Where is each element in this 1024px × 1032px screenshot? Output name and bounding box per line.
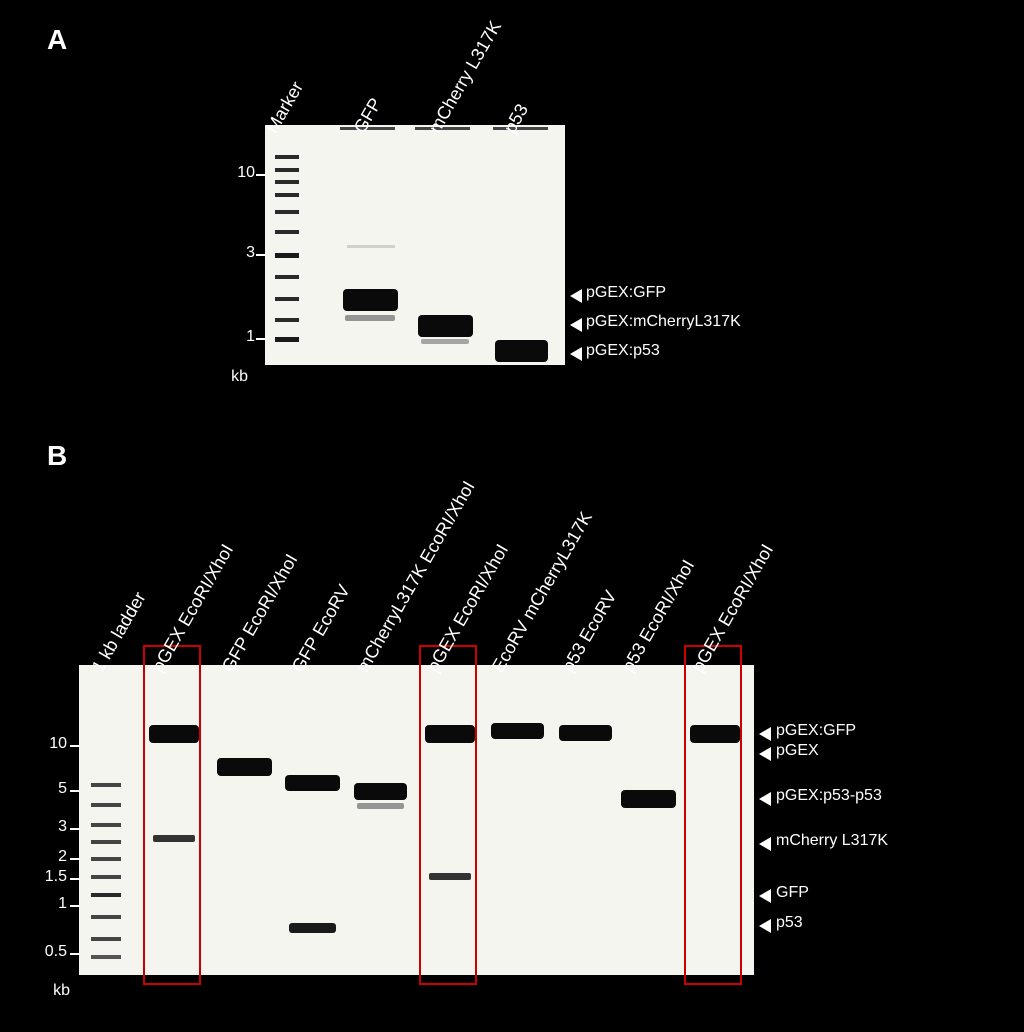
mtick-b-05	[70, 953, 80, 955]
red-box-3	[684, 645, 742, 985]
panel-a-gel	[265, 125, 565, 365]
rm-b-gexgfp: pGEX:GFP	[776, 722, 856, 740]
arrow-a-gfp	[568, 289, 582, 303]
mtick-b-10	[70, 745, 80, 747]
lane-label-a-mcherry: mCherry L317K	[425, 17, 506, 137]
marker-a-kb: kb	[208, 368, 248, 386]
arrow-b-gexgfp	[757, 727, 771, 741]
marker-b-05: 0.5	[32, 943, 67, 961]
rm-b-pgex: pGEX	[776, 742, 819, 760]
marker-b-3: 3	[32, 818, 67, 836]
red-box-2	[419, 645, 477, 985]
marker-b-15: 1.5	[32, 868, 67, 886]
marker-b-10: 10	[32, 735, 67, 753]
marker-tick-a-1	[256, 338, 266, 340]
marker-tick-a-10	[256, 174, 266, 176]
arrow-b-p53p53	[757, 792, 771, 806]
lane-b-4: GFP EcoRV	[288, 581, 355, 676]
rm-b-gfp: GFP	[776, 884, 809, 902]
rmarker-a-p53: pGEX:p53	[586, 342, 660, 360]
mtick-b-2	[70, 858, 80, 860]
rm-b-p53p53: pGEX:p53-p53	[776, 787, 882, 805]
lane-b-8: p53 EcoRV	[558, 587, 622, 676]
rm-b-mcherry: mCherry L317K	[776, 832, 888, 850]
marker-b-1: 1	[32, 895, 67, 913]
arrow-a-p53	[568, 347, 582, 361]
mtick-b-5	[70, 790, 80, 792]
arrow-a-mcherry	[568, 318, 582, 332]
marker-a-3: 3	[225, 244, 255, 262]
mtick-b-3	[70, 828, 80, 830]
marker-b-2: 2	[32, 848, 67, 866]
marker-tick-a-3	[256, 254, 266, 256]
marker-b-kb: kb	[30, 982, 70, 1000]
arrow-b-gfp	[757, 889, 771, 903]
mtick-b-1	[70, 905, 80, 907]
arrow-b-pgex	[757, 747, 771, 761]
marker-b-5: 5	[32, 780, 67, 798]
marker-a-10: 10	[225, 164, 255, 182]
figure-container: A	[0, 0, 1024, 1032]
arrow-b-p53	[757, 919, 771, 933]
arrow-b-mcherry	[757, 837, 771, 851]
lane-b-1: 1 kb ladder	[88, 588, 151, 676]
rmarker-a-mcherry: pGEX:mCherryL317K	[586, 313, 741, 331]
lane-b-3: GFP EcoRI/XhoI	[218, 551, 303, 676]
mtick-b-15	[70, 878, 80, 880]
panel-a-label: A	[47, 24, 67, 56]
red-box-1	[143, 645, 201, 985]
panel-b-label: B	[47, 440, 67, 472]
rmarker-a-gfp: pGEX:GFP	[586, 284, 666, 302]
rm-b-p53: p53	[776, 914, 803, 932]
marker-a-1: 1	[225, 328, 255, 346]
